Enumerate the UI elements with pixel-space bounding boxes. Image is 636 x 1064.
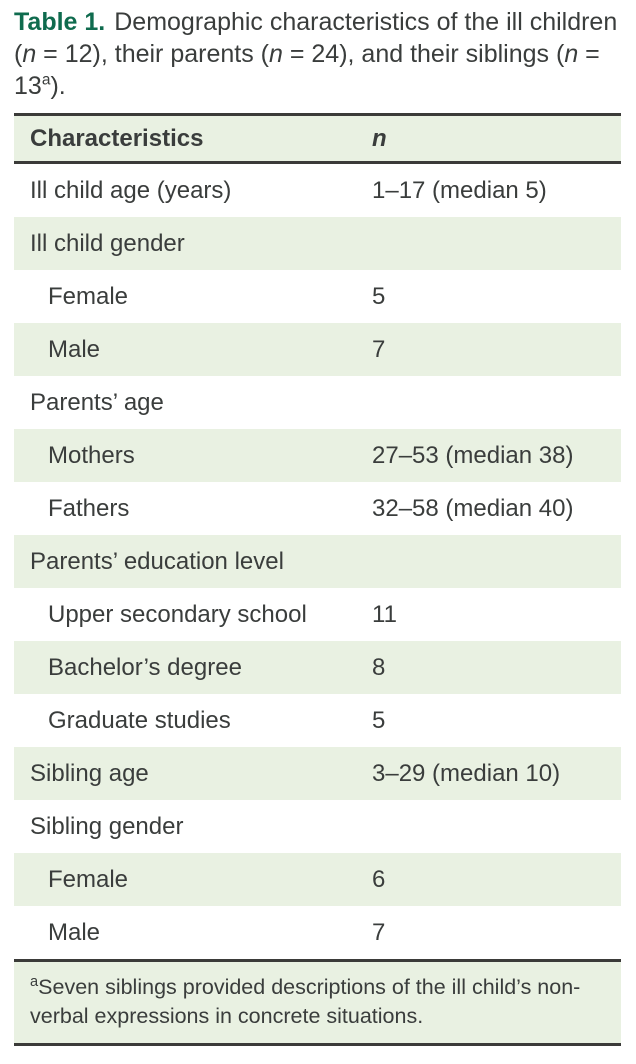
demographics-table: Characteristics n Ill child age (years) …: [14, 113, 621, 962]
caption-n-italic-1: n: [22, 40, 37, 68]
row-value-cell: 6: [372, 853, 621, 906]
table-row: Ill child age (years) 1–17 (median 5): [14, 163, 621, 218]
row-value-cell: 5: [372, 282, 386, 310]
table-row: Upper secondary school 11: [14, 588, 621, 641]
caption-text-4: = 13: [14, 40, 600, 100]
table-header: Characteristics n: [14, 114, 621, 164]
row-value-cell: 5: [372, 706, 386, 734]
table-row: Fathers 32–58 (median 40): [14, 482, 621, 535]
row-label-cell: Male: [48, 918, 101, 946]
caption-text-3: = 24), and their siblings (: [282, 40, 565, 68]
row-value-cell: 1–17 (median 5): [372, 176, 547, 204]
table-row: Male 7: [14, 906, 621, 961]
row-value-cell: [372, 535, 621, 588]
row-label-cell: Mothers: [14, 429, 372, 482]
caption-footnote-marker: a: [41, 71, 51, 89]
table-row: Sibling age 3–29 (median 10): [14, 747, 621, 800]
row-value-cell: [372, 376, 621, 429]
table-row: Parents’ education level: [14, 535, 621, 588]
row-label-cell: Female: [14, 853, 372, 906]
row-label-cell: Male: [14, 323, 372, 376]
column-header-characteristics: Characteristics: [14, 114, 372, 164]
table-caption: Table 1. Demographic characteristics of t…: [14, 6, 621, 102]
caption-n-italic-2: n: [269, 40, 283, 68]
table-row: Mothers 27–53 (median 38): [14, 429, 621, 482]
caption-text-1: Demographic characteristics of the ill c…: [14, 8, 618, 68]
table-body: Ill child age (years) 1–17 (median 5) Il…: [14, 163, 621, 961]
row-value-cell: [372, 217, 621, 270]
row-label-cell: Graduate studies: [48, 706, 231, 734]
header-n-italic: n: [372, 124, 387, 152]
row-label-cell: Upper secondary school: [48, 600, 307, 628]
table-row: Male 7: [14, 323, 621, 376]
footnote: aSeven siblings provided descriptions of…: [14, 962, 621, 1046]
row-label-cell: Sibling gender: [30, 812, 184, 840]
column-header-n: n: [372, 114, 621, 164]
caption-table-label: Table 1.: [14, 8, 106, 36]
table-row: Ill child gender: [14, 217, 621, 270]
table-row: Sibling gender: [14, 800, 621, 853]
row-label-cell: Parents’ age: [30, 388, 164, 416]
header-row: Characteristics n: [14, 114, 621, 164]
caption-text-2: = 12), their parents (: [36, 40, 269, 68]
row-value-cell: 27–53 (median 38): [372, 429, 621, 482]
row-label-cell: Female: [48, 282, 129, 310]
footnote-marker: a: [30, 973, 39, 990]
table-row: Female 5: [14, 270, 621, 323]
footnote-text: Seven siblings provided descriptions of …: [30, 975, 581, 1028]
row-value-cell: 7: [372, 918, 386, 946]
row-value-cell: [372, 800, 621, 853]
row-label-cell: Ill child gender: [14, 217, 372, 270]
row-value-cell: 11: [372, 600, 397, 628]
table-row: Graduate studies 5: [14, 694, 621, 747]
table-row: Parents’ age: [14, 376, 621, 429]
row-label-cell: Parents’ education level: [14, 535, 372, 588]
row-label-cell: Ill child age (years): [30, 176, 232, 204]
row-label-cell: Sibling age: [14, 747, 372, 800]
row-value-cell: 32–58 (median 40): [372, 494, 574, 522]
row-label-cell: Fathers: [48, 494, 130, 522]
row-value-cell: 3–29 (median 10): [372, 747, 621, 800]
row-value-cell: 8: [372, 641, 621, 694]
row-value-cell: 7: [372, 323, 621, 376]
caption-text-5: ).: [50, 72, 66, 100]
row-label-cell: Bachelor’s degree: [14, 641, 372, 694]
table-row: Female 6: [14, 853, 621, 906]
table-row: Bachelor’s degree 8: [14, 641, 621, 694]
caption-n-italic-3: n: [564, 40, 579, 68]
